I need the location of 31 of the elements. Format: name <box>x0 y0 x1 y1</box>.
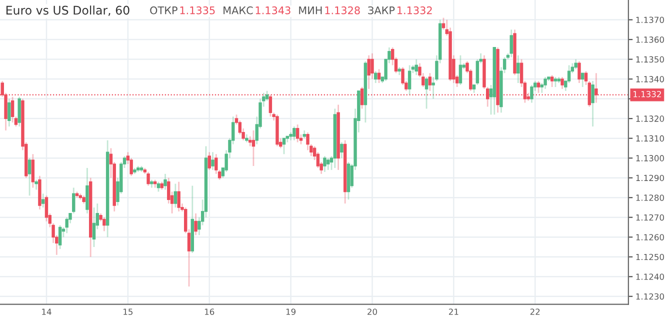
ref-line-label: 1.1332 <box>634 90 661 98</box>
y-tick-label: 1.1320 <box>636 116 664 122</box>
annotation: 1.1328 <box>325 6 360 14</box>
y-tick-label: 1.1260 <box>636 234 664 240</box>
annotation: 1.1332 <box>398 6 432 14</box>
x-tick-label: 14 <box>42 308 52 315</box>
chart-title: Euro vs US Dollar, 60 <box>6 6 130 16</box>
y-tick-label: 1.1300 <box>636 155 664 162</box>
y-tick-label: 1.1250 <box>636 254 664 260</box>
x-tick-label: 22 <box>530 308 540 315</box>
y-tick-label: 1.1360 <box>636 36 664 43</box>
annotation: ОТКР <box>150 6 178 14</box>
x-tick-label: 15 <box>124 308 132 315</box>
y-tick-label: 1.1280 <box>636 194 664 201</box>
y-tick-label: 1.1230 <box>636 293 664 300</box>
x-tick-label: 16 <box>204 308 214 315</box>
y-tick-label: 1.1240 <box>636 274 664 280</box>
y-tick-label: 1.1290 <box>636 174 664 182</box>
x-tick-label: 19 <box>286 308 296 315</box>
x-tick-label: 21 <box>448 308 458 315</box>
y-tick-label: 1.1350 <box>636 56 664 63</box>
y-tick-label: 1.1340 <box>636 76 664 82</box>
y-tick-label: 1.1310 <box>636 135 664 142</box>
x-tick-label: 20 <box>368 308 377 315</box>
annotation: МИН <box>299 6 322 14</box>
annotation: МАКС <box>224 6 253 14</box>
annotation: ЗАКР <box>368 6 395 14</box>
y-tick-label: 1.1270 <box>636 214 664 221</box>
y-tick-label: 1.1370 <box>636 16 664 24</box>
annotation: 1.1335 <box>180 6 215 14</box>
annotation: 1.1343 <box>256 6 290 14</box>
